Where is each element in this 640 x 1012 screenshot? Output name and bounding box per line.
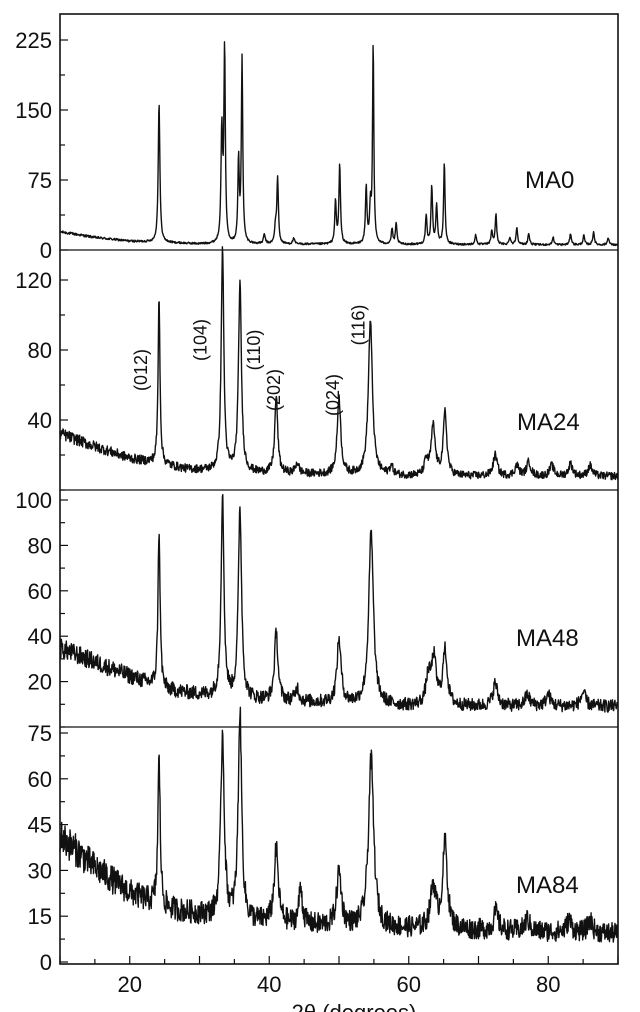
spectrum-line-ma84	[59, 706, 619, 943]
y-tick-label: 120	[15, 268, 52, 293]
y-tick-label: 40	[28, 624, 52, 649]
x-tick-label: 40	[257, 972, 281, 997]
sample-label: MA0	[525, 167, 574, 194]
peak-annotation: (116)	[348, 305, 368, 346]
y-tick-label: 15	[28, 904, 52, 929]
y-tick-label: 45	[28, 813, 52, 838]
x-tick-label: 20	[118, 972, 142, 997]
plot-frame	[59, 13, 619, 965]
panel-ma48: 20 40 60 80 100 MA48	[15, 488, 619, 728]
sample-label: MA84	[516, 872, 579, 899]
panel-ma24: 40 80 120 MA24 (012) (104) (110)(202) (024) (116…	[15, 246, 619, 491]
y-tick-label: 60	[28, 579, 52, 604]
peak-annotation: (024)	[323, 374, 343, 416]
sample-label: MA48	[516, 625, 579, 652]
sample-label: MA24	[517, 409, 580, 436]
y-tick-label: 0	[40, 950, 52, 975]
x-axis-title: 2θ (degrees)	[292, 1000, 417, 1012]
y-tick-label: 80	[28, 533, 52, 558]
y-tick-label: 75	[28, 168, 52, 193]
peak-annotation: (110)	[244, 330, 264, 371]
spectrum-line-ma48	[59, 493, 619, 713]
spectrum-line-ma0	[59, 41, 619, 247]
y-tick-label: 30	[28, 858, 52, 883]
x-tick-label: 80	[536, 972, 560, 997]
y-tick-label: 60	[28, 767, 52, 792]
y-tick-label: 75	[28, 721, 52, 746]
y-tick-label: 100	[15, 488, 52, 513]
panel-ma84: 0 15 30 45 60 75 MA84	[28, 706, 619, 975]
y-tick-label: 150	[15, 98, 52, 123]
spectrum-line-ma24	[59, 246, 619, 481]
y-tick-label: 80	[28, 338, 52, 363]
y-tick-label: 40	[28, 408, 52, 433]
panel-ma0: 0 75 150 225 MA0	[15, 28, 619, 263]
peak-annotation: (012)	[131, 349, 151, 391]
peak-annotation: (202)	[264, 369, 284, 411]
x-tick-label: 60	[397, 972, 421, 997]
y-tick-label: 20	[28, 670, 52, 695]
y-tick-label: 0	[40, 238, 52, 263]
x-axis: 20 40 60 80 2θ (degrees)	[59, 956, 619, 1012]
peak-annotation: (104)	[191, 319, 211, 361]
y-tick-label: 225	[15, 28, 52, 53]
